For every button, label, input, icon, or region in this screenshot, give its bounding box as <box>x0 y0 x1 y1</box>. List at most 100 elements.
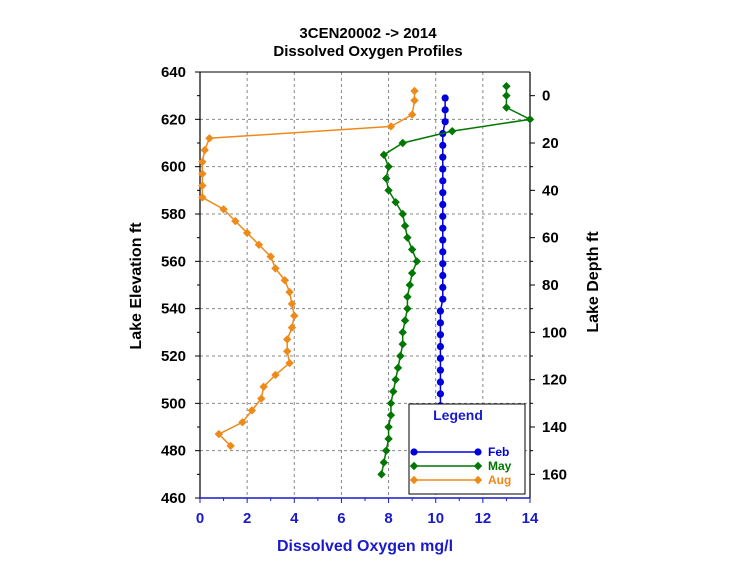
data-point-aug <box>283 347 292 356</box>
data-point-may <box>412 257 422 266</box>
data-point-may <box>398 328 407 337</box>
data-point-may <box>384 162 393 171</box>
data-point-may <box>398 339 407 349</box>
y2-tick-label: 100 <box>542 324 567 341</box>
data-point-aug <box>226 441 235 451</box>
y2-tick-label: 0 <box>542 88 550 105</box>
series-line-may <box>380 86 533 475</box>
y2-tick-label: 160 <box>542 466 567 483</box>
x-tick-label: 0 <box>196 510 204 527</box>
y-tick-label: 520 <box>161 348 186 365</box>
x-tick-label: 2 <box>243 510 251 527</box>
data-point-aug <box>271 264 280 273</box>
x-tick-label: 4 <box>290 510 299 527</box>
y2-tick-label: 120 <box>542 372 567 389</box>
data-point-feb <box>439 283 447 291</box>
data-point-aug <box>410 96 419 105</box>
data-point-may <box>398 138 407 148</box>
data-point-feb <box>436 366 445 374</box>
data-point-may <box>403 233 412 242</box>
data-point-aug <box>285 287 294 297</box>
legend-box <box>408 403 526 495</box>
data-point-may <box>379 458 389 467</box>
data-point-feb <box>439 177 447 185</box>
y2-tick-label: 40 <box>542 182 559 199</box>
data-point-may <box>396 351 405 361</box>
data-point-may <box>525 115 535 124</box>
y2-axis-label: Lake Depth ft <box>585 231 602 333</box>
data-point-aug <box>287 323 297 332</box>
legend-marker-may <box>409 461 419 471</box>
data-point-feb <box>439 189 447 197</box>
chart-title: 3CEN20002 -> 2014 <box>299 25 437 42</box>
data-point-aug <box>410 86 419 96</box>
data-point-may <box>407 245 417 254</box>
data-point-may <box>400 316 410 325</box>
data-point-feb <box>436 354 445 362</box>
y2-tick-label: 60 <box>542 230 559 247</box>
data-point-may <box>403 292 412 302</box>
data-point-aug <box>198 181 207 190</box>
data-point-may <box>386 410 396 420</box>
y2-tick-label: 140 <box>542 419 567 436</box>
data-point-feb <box>439 260 447 268</box>
data-point-feb <box>441 118 449 126</box>
legend-marker-aug <box>409 475 419 485</box>
data-point-feb <box>436 331 445 339</box>
data-point-may <box>379 150 389 160</box>
data-point-aug <box>219 205 228 214</box>
data-point-aug <box>386 122 396 131</box>
data-point-aug <box>205 134 214 143</box>
data-point-feb <box>439 248 447 256</box>
data-point-aug <box>214 429 224 439</box>
x-tick-label: 12 <box>475 510 492 527</box>
data-point-feb <box>436 378 445 386</box>
legend-marker-may <box>473 461 483 471</box>
data-point-aug <box>242 228 252 238</box>
y2-tick-label: 20 <box>542 135 559 152</box>
x-tick-label: 8 <box>384 510 392 527</box>
data-point-may <box>382 174 391 183</box>
data-point-feb <box>439 165 447 173</box>
data-point-may <box>386 399 396 408</box>
data-point-aug <box>266 252 275 261</box>
chart-subtitle: Dissolved Oxygen Profiles <box>273 43 462 60</box>
data-point-aug <box>271 370 280 380</box>
data-point-aug <box>200 145 209 155</box>
data-point-aug <box>285 358 294 368</box>
data-point-feb <box>441 106 449 114</box>
data-point-feb <box>439 141 447 149</box>
x-axis-label: Dissolved Oxygen mg/l <box>277 538 453 555</box>
data-point-may <box>377 470 386 479</box>
data-point-feb <box>439 200 447 209</box>
y-axis-label: Lake Elevation ft <box>128 222 145 350</box>
y-tick-label: 540 <box>161 301 186 318</box>
data-point-feb <box>439 212 447 220</box>
x-tick-label: 10 <box>427 510 444 527</box>
data-point-aug <box>287 299 297 309</box>
data-point-may <box>389 387 398 396</box>
data-point-aug <box>257 394 266 403</box>
legend-title: Legend <box>433 407 483 423</box>
data-point-aug <box>238 418 247 427</box>
data-point-may <box>405 280 414 290</box>
data-point-may <box>384 434 393 444</box>
y2-tick-label: 80 <box>542 277 559 294</box>
data-point-feb <box>439 224 447 232</box>
data-point-feb <box>439 295 447 303</box>
data-point-may <box>398 209 407 219</box>
y-tick-label: 460 <box>161 490 186 507</box>
data-point-may <box>403 304 412 313</box>
data-point-aug <box>290 311 299 320</box>
y-tick-label: 560 <box>161 253 186 270</box>
legend-marker-feb <box>410 448 418 456</box>
legend-label-may: May <box>488 459 512 473</box>
data-point-feb <box>439 236 447 244</box>
data-point-may <box>502 103 511 112</box>
y-tick-label: 500 <box>161 395 186 412</box>
y-tick-label: 580 <box>161 206 186 223</box>
data-point-may <box>391 375 400 384</box>
